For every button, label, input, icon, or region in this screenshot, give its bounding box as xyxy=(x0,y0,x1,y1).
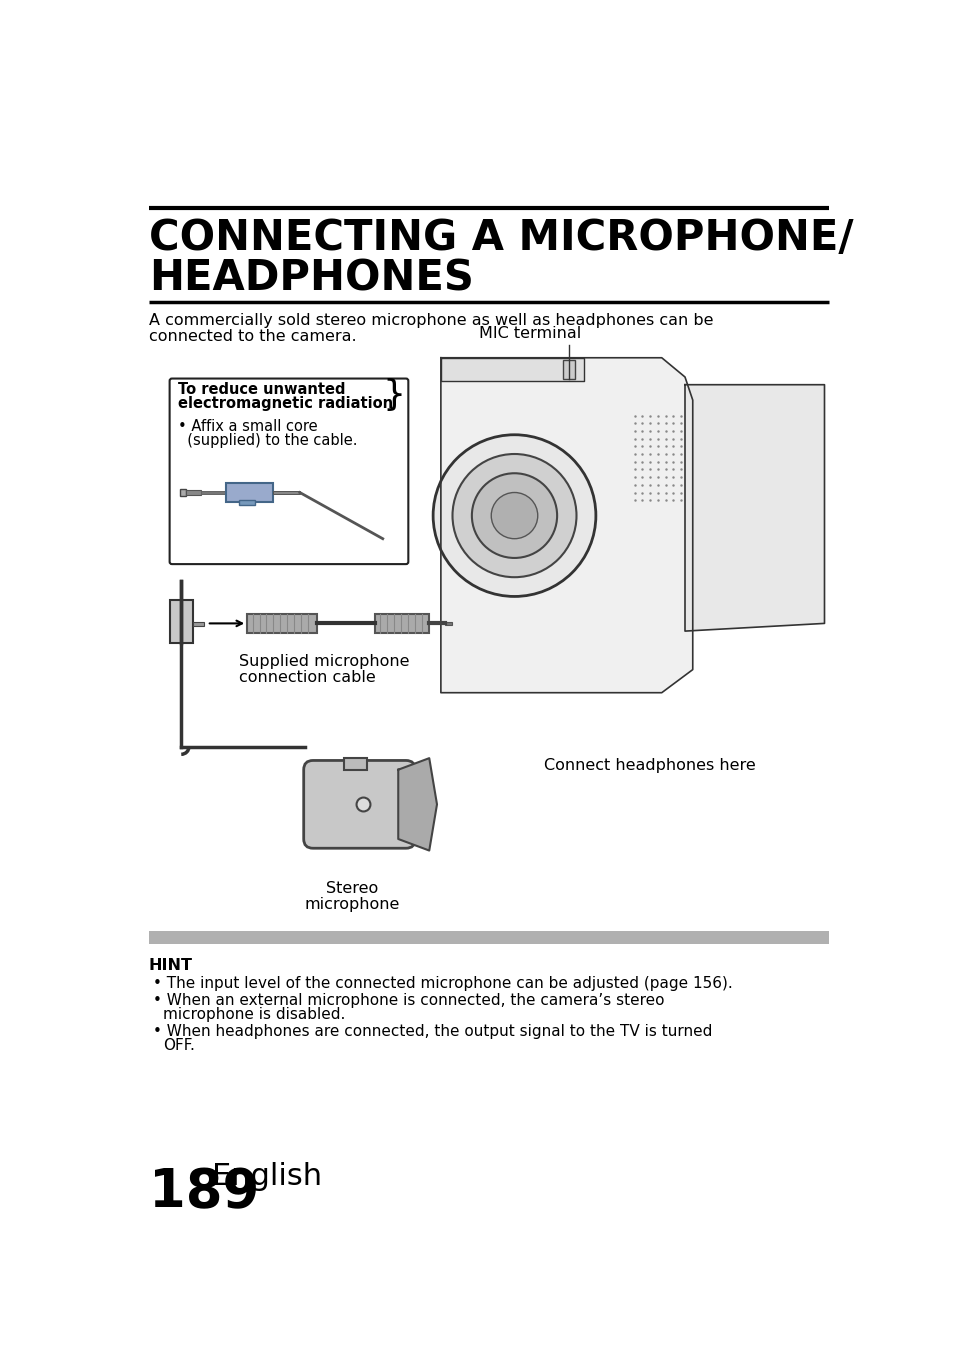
Text: connected to the camera.: connected to the camera. xyxy=(149,330,356,344)
Bar xyxy=(444,621,452,625)
Text: Stereo: Stereo xyxy=(325,881,377,896)
Text: }: } xyxy=(382,378,405,412)
Polygon shape xyxy=(440,358,692,693)
Text: Connect headphones here: Connect headphones here xyxy=(543,759,755,773)
Text: HINT: HINT xyxy=(149,959,193,974)
Bar xyxy=(344,759,367,769)
Text: HEADPHONES: HEADPHONES xyxy=(149,258,473,300)
Circle shape xyxy=(491,492,537,539)
Polygon shape xyxy=(440,358,583,381)
Text: microphone is disabled.: microphone is disabled. xyxy=(162,1007,345,1022)
Bar xyxy=(247,615,316,632)
Text: • When headphones are connected, the output signal to the TV is turned: • When headphones are connected, the out… xyxy=(153,1024,712,1038)
Text: electromagnetic radiation: electromagnetic radiation xyxy=(178,397,393,412)
FancyBboxPatch shape xyxy=(170,378,408,564)
Text: • When an external microphone is connected, the camera’s stereo: • When an external microphone is connect… xyxy=(153,993,664,1007)
Text: MIC terminal: MIC terminal xyxy=(478,325,580,340)
FancyBboxPatch shape xyxy=(303,760,415,849)
Polygon shape xyxy=(397,759,436,850)
Circle shape xyxy=(452,455,576,577)
Bar xyxy=(186,490,201,495)
Text: OFF.: OFF. xyxy=(162,1037,194,1053)
Bar xyxy=(201,491,224,494)
Text: • Affix a small core: • Affix a small core xyxy=(178,420,317,434)
Text: connection cable: connection cable xyxy=(239,670,375,685)
Bar xyxy=(149,931,828,944)
Text: microphone: microphone xyxy=(304,897,399,912)
Text: CONNECTING A MICROPHONE/: CONNECTING A MICROPHONE/ xyxy=(149,217,852,258)
Bar xyxy=(375,615,429,632)
Text: Supplied microphone: Supplied microphone xyxy=(239,654,410,670)
Text: English: English xyxy=(212,1162,322,1192)
Bar xyxy=(193,621,204,625)
Text: To reduce unwanted: To reduce unwanted xyxy=(178,382,345,397)
Text: • The input level of the connected microphone can be adjusted (page 156).: • The input level of the connected micro… xyxy=(153,976,732,991)
Text: 189: 189 xyxy=(149,1166,258,1219)
Bar xyxy=(170,600,193,643)
Bar xyxy=(562,360,575,379)
Polygon shape xyxy=(684,385,823,631)
Bar xyxy=(273,491,299,494)
Text: (supplied) to the cable.: (supplied) to the cable. xyxy=(178,433,357,448)
Bar xyxy=(179,488,186,496)
Circle shape xyxy=(472,473,557,558)
Text: A commercially sold stereo microphone as well as headphones can be: A commercially sold stereo microphone as… xyxy=(149,313,713,328)
Bar xyxy=(226,483,273,502)
Circle shape xyxy=(433,434,596,596)
Bar xyxy=(239,500,254,504)
